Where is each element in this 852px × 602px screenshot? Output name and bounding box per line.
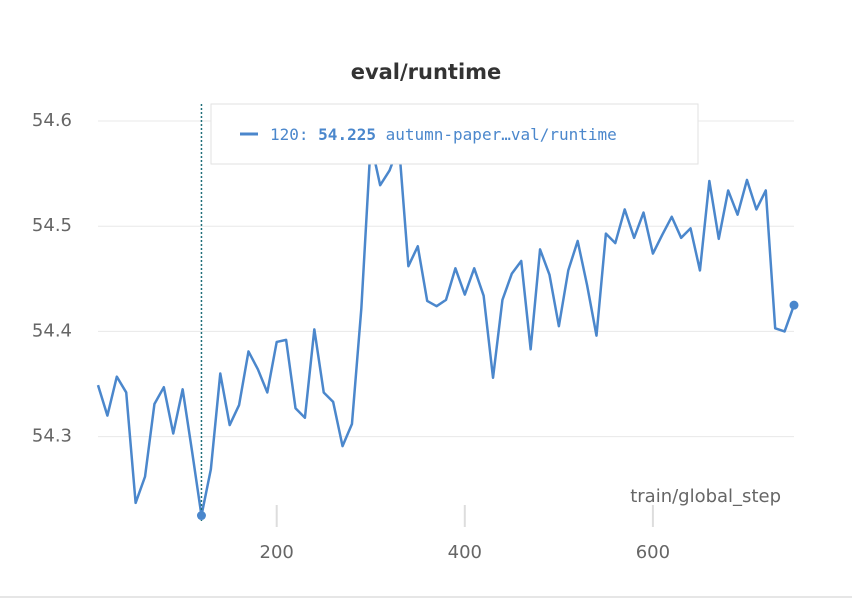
tooltip-series: autumn-paper…val/runtime — [386, 125, 617, 144]
tooltip-value: 54.225 — [318, 125, 376, 144]
end-point — [789, 300, 799, 310]
series-line — [96, 140, 796, 517]
tooltip-text: 120: 54.225 autumn-paper…val/runtime — [270, 125, 617, 144]
tooltip: 120: 54.225 autumn-paper…val/runtime — [210, 103, 699, 165]
y-tick-label: 54.4 — [32, 320, 72, 341]
tooltip-box — [210, 103, 699, 165]
x-axis-label: train/global_step — [630, 486, 781, 507]
chart-title: eval/runtime — [351, 60, 502, 84]
plot — [96, 104, 799, 521]
hover-point — [196, 511, 206, 521]
y-tick-label: 54.3 — [32, 426, 72, 447]
y-tick-label: 54.5 — [32, 215, 72, 236]
y-tick-label: 54.6 — [32, 110, 72, 131]
x-tick-label: 600 — [636, 542, 670, 563]
x-tick-label: 400 — [448, 542, 482, 563]
tooltip-step: 120: — [270, 125, 309, 144]
x-tick-label: 200 — [260, 542, 294, 563]
